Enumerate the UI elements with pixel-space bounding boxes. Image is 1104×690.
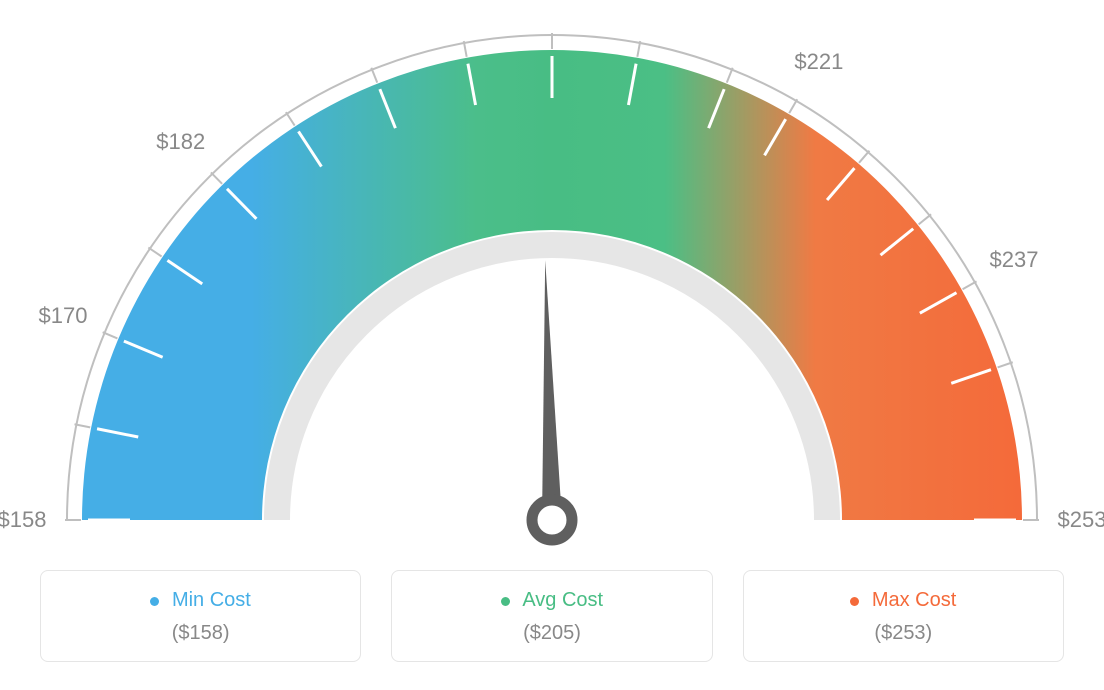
legend-min: Min Cost ($158)	[40, 570, 361, 662]
gauge-tick-label: $158	[0, 507, 46, 533]
legend-max-title: Max Cost	[872, 589, 956, 612]
legend-row: Min Cost ($158) Avg Cost ($205) Max Cost…	[0, 570, 1104, 662]
legend-min-title-row: Min Cost	[51, 589, 350, 612]
legend-dot-min	[150, 597, 159, 606]
legend-dot-max	[850, 597, 859, 606]
gauge-tick-label: $253	[1058, 507, 1104, 533]
gauge-svg	[0, 0, 1104, 560]
legend-avg-title: Avg Cost	[522, 589, 603, 612]
gauge-tick-label: $237	[990, 247, 1039, 273]
gauge-chart: $158 $170 $182 $205 $221 $237 $253	[0, 0, 1104, 560]
gauge-tick-label: $182	[156, 129, 205, 155]
legend-min-title: Min Cost	[172, 589, 251, 612]
legend-max: Max Cost ($253)	[743, 570, 1064, 662]
legend-min-value: ($158)	[51, 622, 350, 645]
legend-avg-value: ($205)	[402, 622, 701, 645]
legend-avg: Avg Cost ($205)	[391, 570, 712, 662]
legend-dot-avg	[501, 597, 510, 606]
legend-max-value: ($253)	[754, 622, 1053, 645]
legend-max-title-row: Max Cost	[754, 589, 1053, 612]
legend-avg-title-row: Avg Cost	[402, 589, 701, 612]
gauge-tick-label: $170	[38, 303, 87, 329]
gauge-tick-label: $205	[528, 0, 577, 3]
gauge-tick-label: $221	[794, 49, 843, 75]
